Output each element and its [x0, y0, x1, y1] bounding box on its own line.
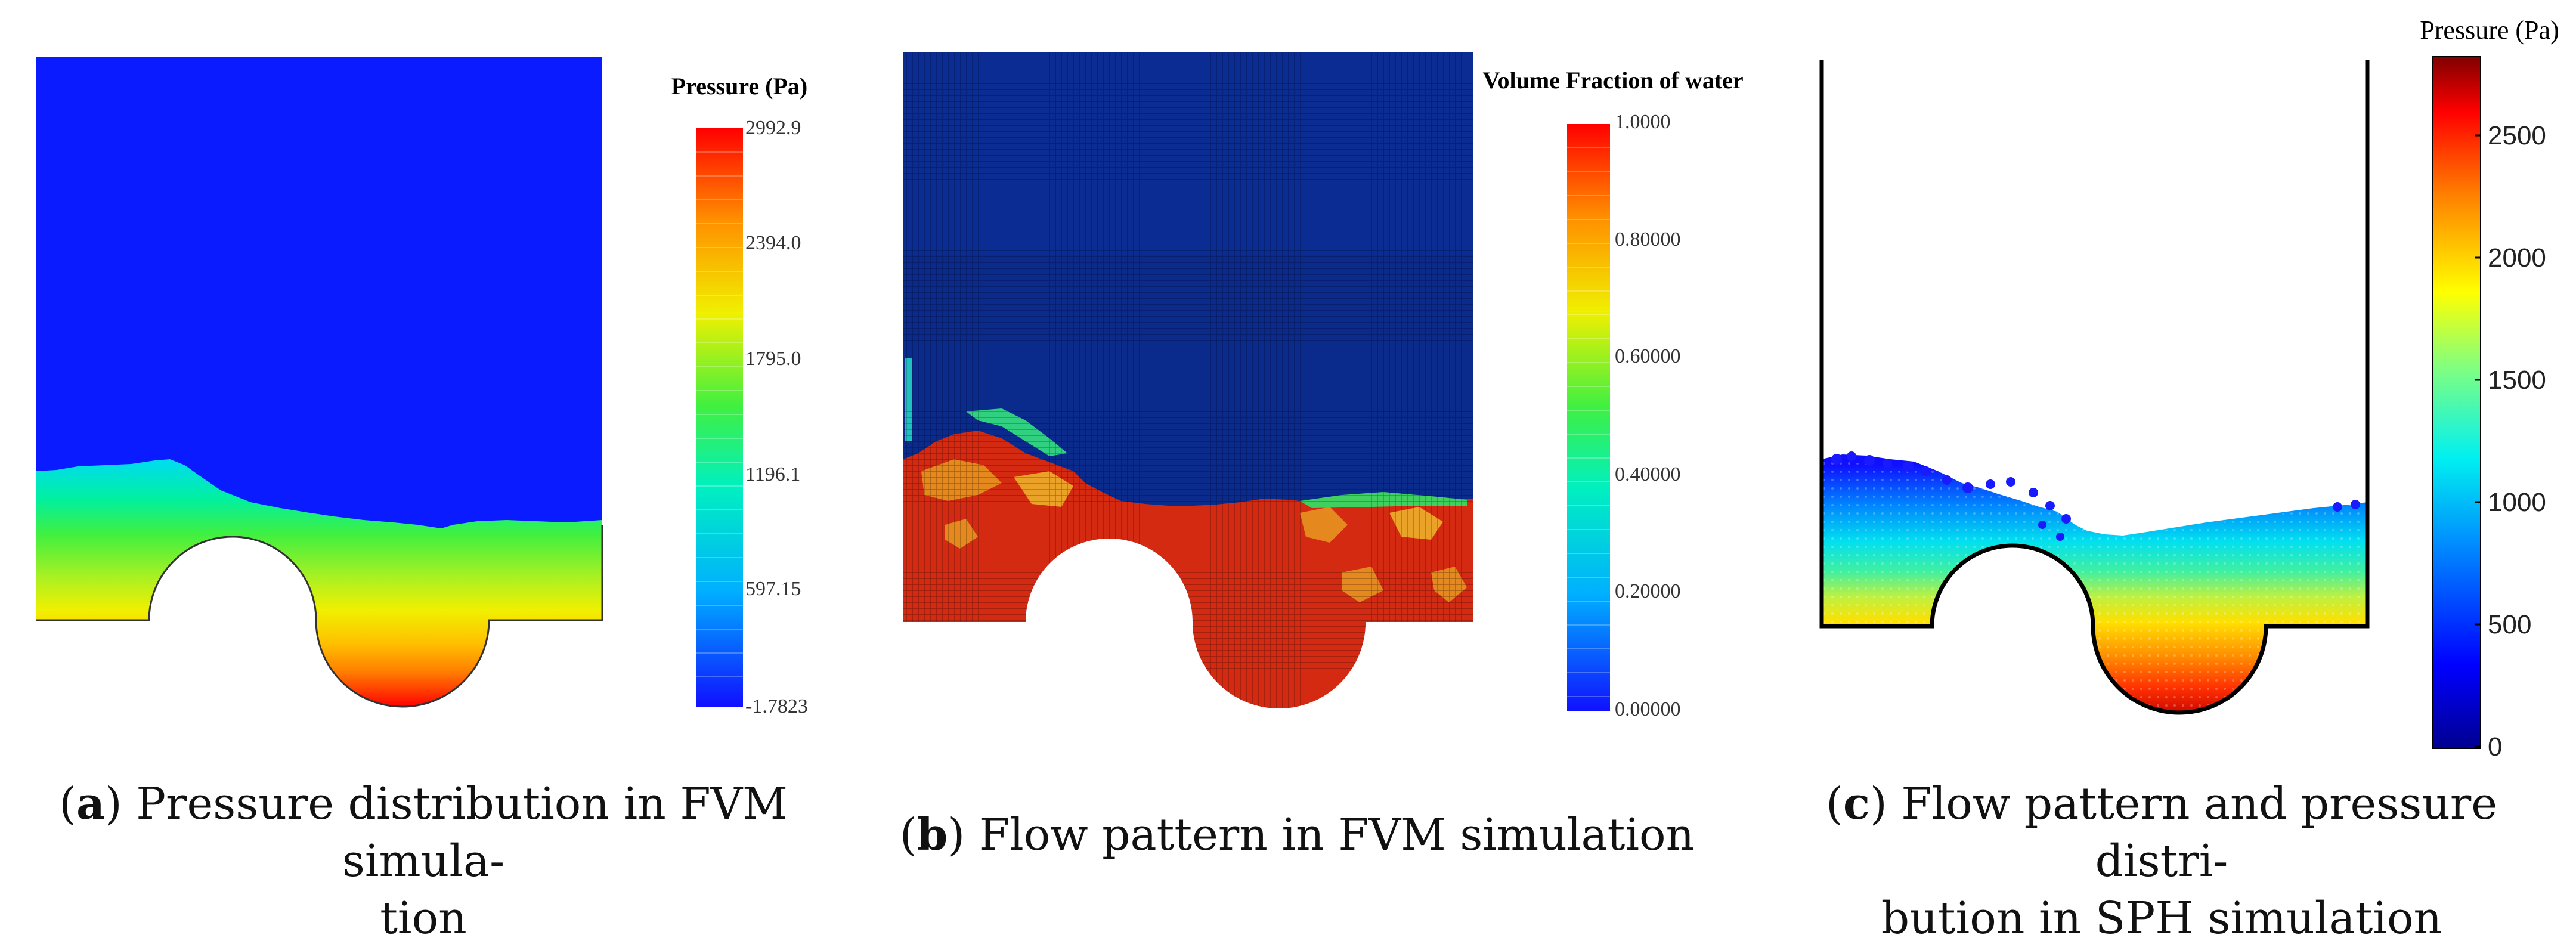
- panel-a-tick: 1795.0: [745, 348, 801, 370]
- panel-c-colorbar-ticks: [2475, 134, 2481, 748]
- caption-b-line1: Flow pattern in FVM simulation: [979, 809, 1695, 861]
- panel-a-boundary: [36, 525, 603, 708]
- panel-a-tick: 2992.9: [745, 117, 801, 139]
- panel-b-colorbar-bands: [1567, 147, 1610, 697]
- panel-a-cavity: [316, 620, 489, 707]
- panel-c-particles: [1822, 459, 2367, 713]
- caption-a-letter: a: [76, 778, 105, 830]
- panel-b-tick: 0.20000: [1615, 580, 1681, 602]
- panel-c-tick: 0: [2488, 732, 2502, 762]
- caption-c: (c) Flow pattern and pressure distri- bu…: [1825, 778, 2498, 944]
- panel-c-tick: 2500: [2488, 121, 2546, 150]
- panel-c: Pressure (Pa) 2500 2000 1500 1000 500 0: [1819, 16, 2559, 762]
- panel-a-cylinder: [149, 537, 316, 623]
- panel-b-tick: 0.80000: [1615, 228, 1681, 250]
- panel-c-tick: 2000: [2488, 243, 2546, 273]
- panel-c-cylinder: [1932, 546, 2093, 629]
- panel-c-colorbar: [2433, 57, 2481, 748]
- caption-c-line2: bution in SPH simulation: [1881, 893, 2442, 944]
- panel-b-tick: 0.00000: [1615, 698, 1681, 720]
- panel-c-tick: 1500: [2488, 366, 2546, 395]
- panel-c-colorbar-title: Pressure (Pa): [2420, 16, 2559, 45]
- panel-a-tick: 1196.1: [745, 463, 800, 485]
- panel-b-tick: 1.0000: [1615, 111, 1671, 133]
- panel-a-tick: 2394.0: [745, 232, 801, 254]
- panel-b-colorbar-title: Volume Fraction of water: [1482, 67, 1743, 94]
- panel-a: Pressure (Pa) 2992.9 2394.0 1795.0 1196.…: [36, 57, 808, 717]
- panel-c-tick: 500: [2488, 610, 2531, 639]
- panel-b-cylinder: [1026, 539, 1193, 626]
- caption-a-line1: Pressure distribution in FVM simula-: [136, 778, 788, 887]
- caption-a: (a) Pressure distribution in FVM simula-…: [59, 778, 788, 944]
- caption-c-line1: Flow pattern and pressure distri-: [1901, 778, 2498, 887]
- caption-a-line2: tion: [380, 893, 467, 944]
- panel-a-colorbar-bands: [696, 151, 743, 677]
- panel-c-tick: 1000: [2488, 488, 2546, 517]
- figure-panels: Pressure (Pa) 2992.9 2394.0 1795.0 1196.…: [36, 16, 2559, 762]
- panel-c-splash: [1831, 451, 2360, 541]
- panel-a-colorbar: [696, 128, 743, 707]
- panel-b-colorbar: [1567, 124, 1610, 711]
- caption-c-letter: c: [1843, 778, 1870, 830]
- panel-a-tick: -1.7823: [745, 695, 808, 717]
- panel-c-tank-wall: [1819, 60, 2370, 715]
- panel-b: Volume Fraction of water 1.0000 0.80000 …: [903, 52, 1744, 720]
- caption-b-letter: b: [917, 809, 948, 861]
- panel-b-tick: 0.40000: [1615, 463, 1681, 485]
- panel-b-mesh: [903, 52, 1473, 708]
- panel-a-tick: 597.15: [745, 578, 801, 600]
- panel-b-tick: 0.60000: [1615, 345, 1681, 367]
- caption-b: (b) Flow pattern in FVM simulation: [899, 809, 1695, 861]
- panel-a-colorbar-title: Pressure (Pa): [671, 73, 807, 100]
